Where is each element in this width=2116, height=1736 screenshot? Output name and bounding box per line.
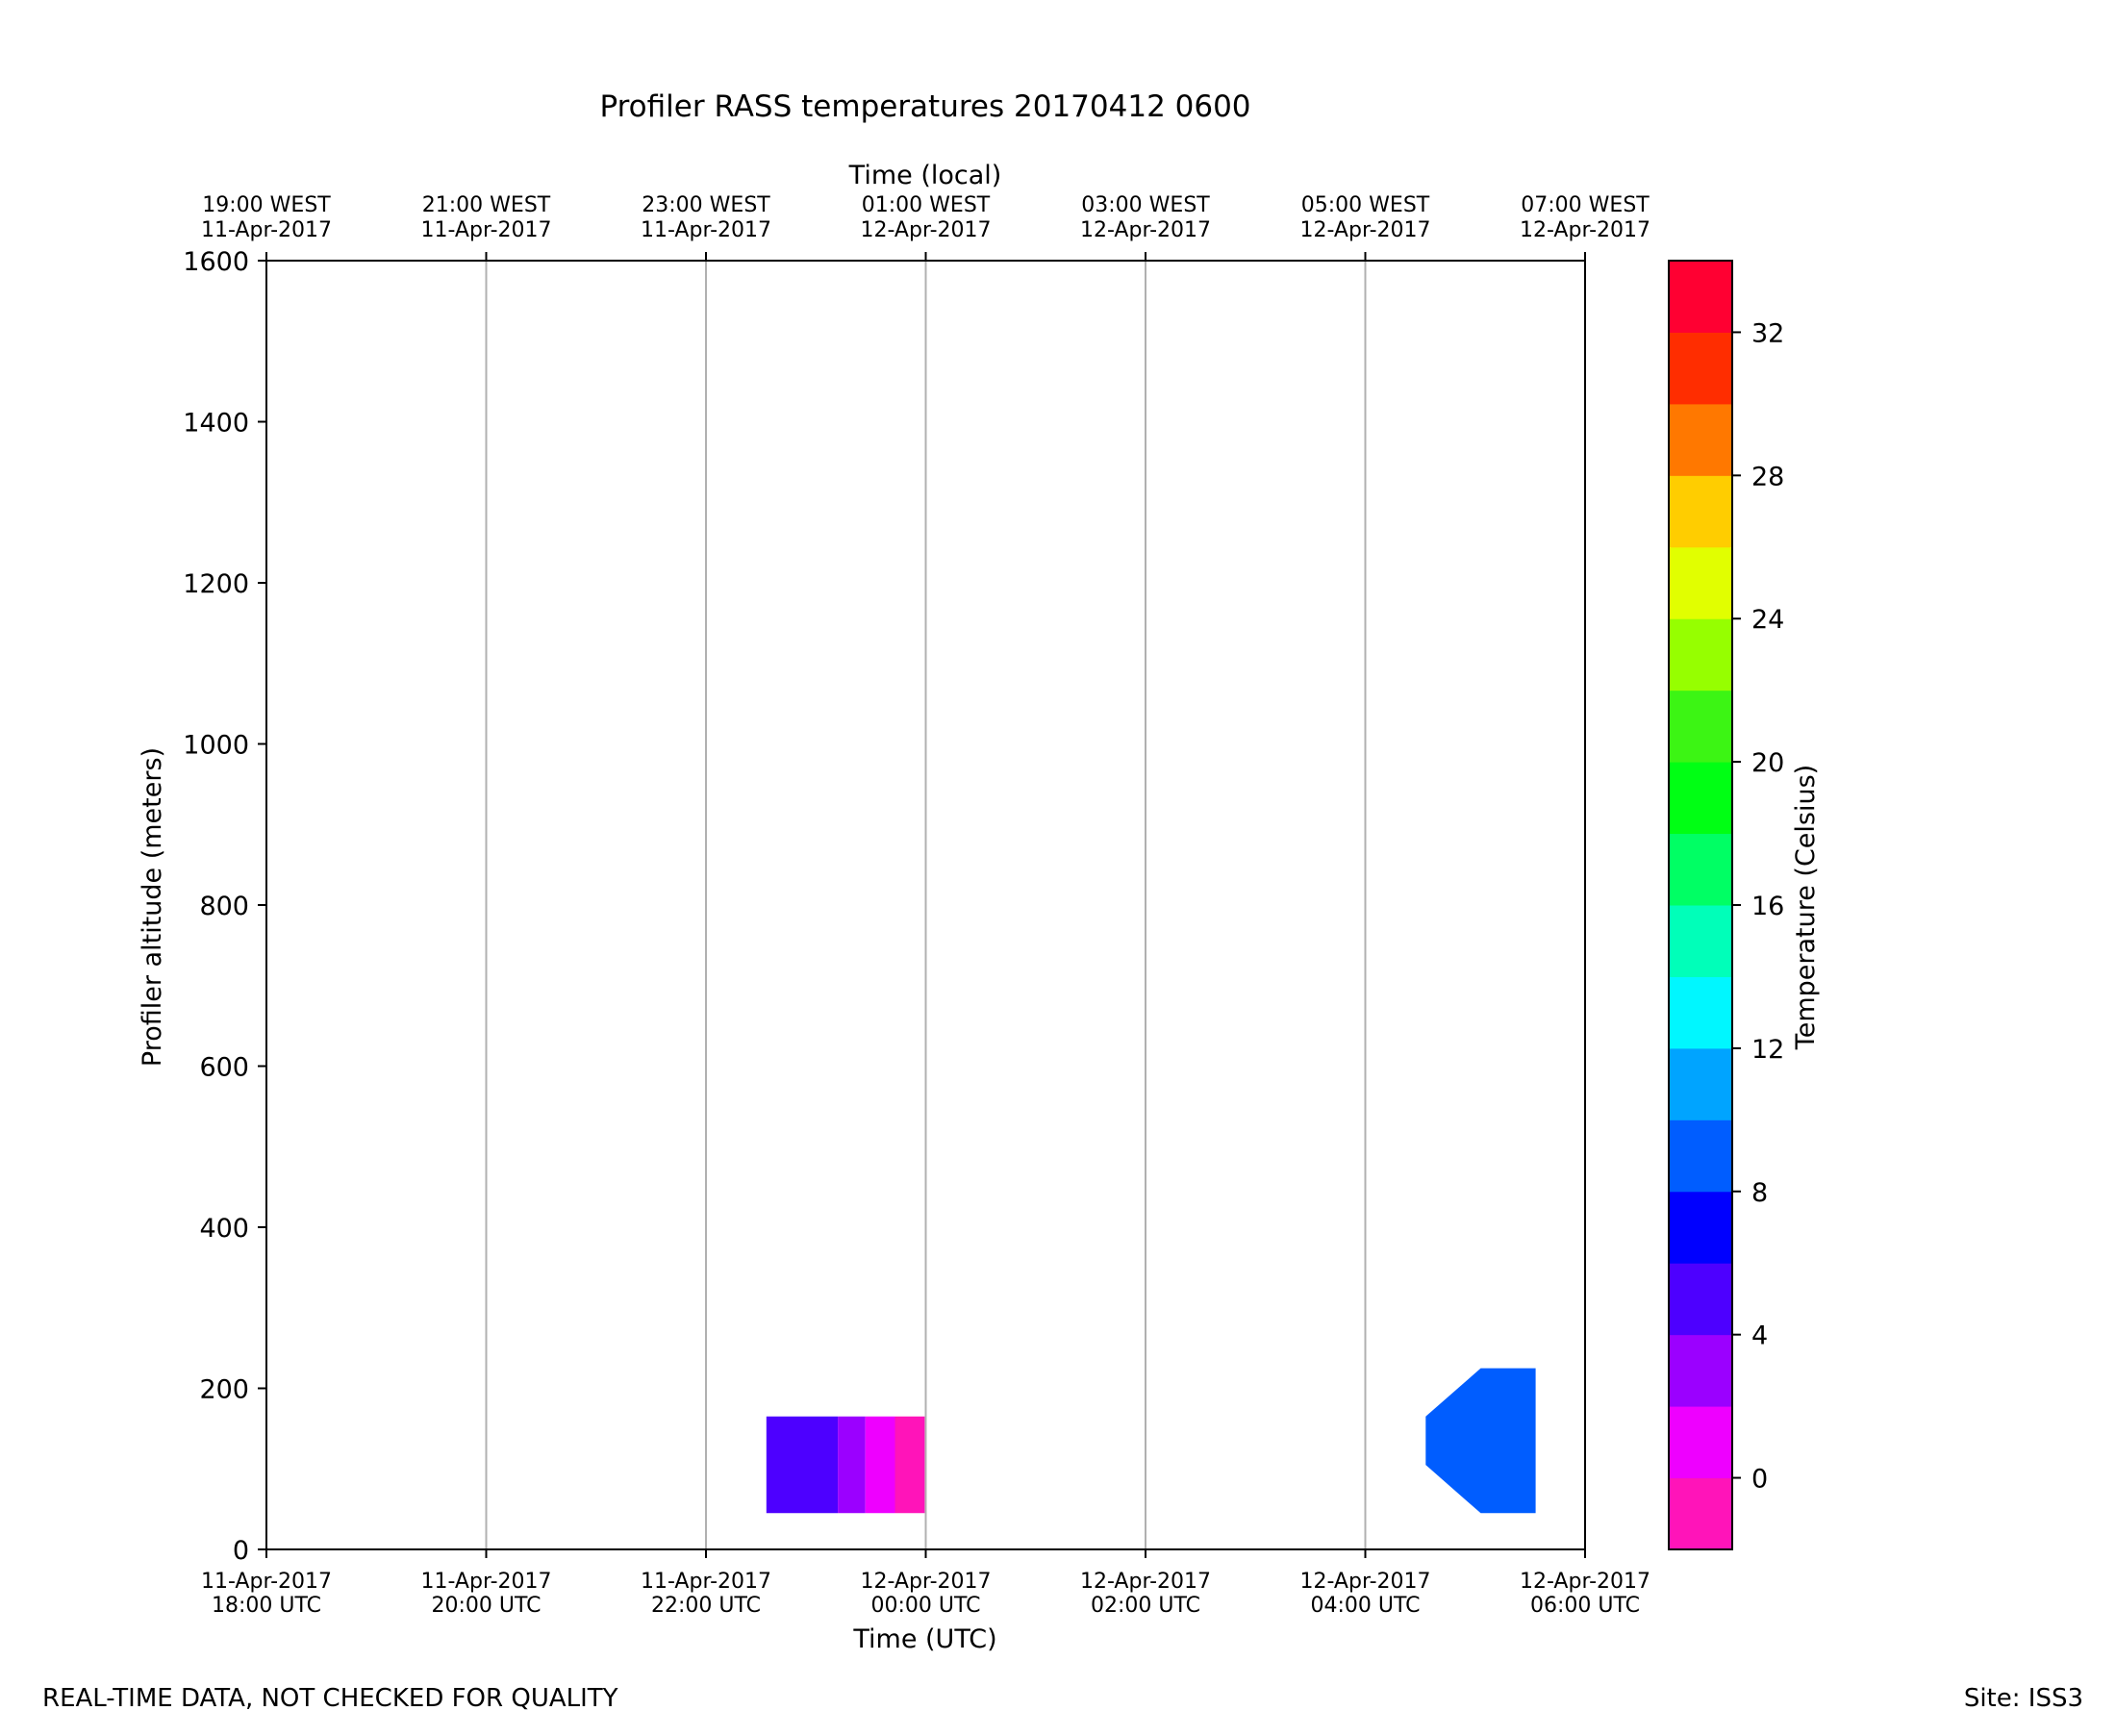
colorbar-bin-3 [1669, 1263, 1732, 1336]
x-tick-time-6: 06:00 UTC [1530, 1594, 1640, 1618]
colorbar-bin-5 [1669, 1120, 1732, 1193]
colorbar-bin-1 [1669, 1406, 1732, 1479]
colorbar-bin-6 [1669, 1047, 1732, 1120]
colorbar-bin-9 [1669, 833, 1732, 906]
colorbar-bin-14 [1669, 475, 1732, 548]
x-tick-date-6: 12-Apr-2017 [1520, 1570, 1650, 1594]
colorbar-tick-label-7: 28 [1751, 462, 1784, 491]
x2-tick-time-3: 01:00 WEST [862, 193, 991, 217]
x2-tick-time-2: 23:00 WEST [642, 193, 770, 217]
y-tick-label-8: 1600 [183, 247, 249, 277]
colorbar-tick-label-8: 32 [1751, 318, 1784, 348]
colorbar-bin-16 [1669, 332, 1732, 405]
colorbar-bin-8 [1669, 905, 1732, 977]
x-tick-date-5: 12-Apr-2017 [1299, 1570, 1430, 1594]
x2-tick-date-5: 12-Apr-2017 [1299, 218, 1430, 242]
x2-tick-date-2: 11-Apr-2017 [641, 218, 771, 242]
data-patch-a-cold [766, 1416, 839, 1514]
x2-tick-date-0: 11-Apr-2017 [201, 218, 332, 242]
x2-tick-time-1: 21:00 WEST [422, 193, 551, 217]
x2-tick-date-6: 12-Apr-2017 [1520, 218, 1650, 242]
x-tick-date-4: 12-Apr-2017 [1080, 1570, 1211, 1594]
x2-tick-time-6: 07:00 WEST [1521, 193, 1650, 217]
x-axis-label: Time (UTC) [852, 1624, 996, 1654]
y-tick-label-5: 1000 [183, 731, 249, 761]
y-tick-label-2: 400 [199, 1214, 249, 1244]
y-tick-label-1: 200 [199, 1375, 249, 1405]
colorbar-bin-15 [1669, 403, 1732, 476]
y-tick-label-4: 800 [199, 892, 249, 921]
data-patch-a-mid [838, 1416, 866, 1514]
x-tick-time-3: 00:00 UTC [870, 1594, 980, 1618]
colorbar-bin-12 [1669, 618, 1732, 692]
x2-tick-date-4: 12-Apr-2017 [1080, 218, 1211, 242]
colorbar-tick-label-2: 8 [1751, 1178, 1768, 1208]
colorbar-label: Temperature (Celsius) [1791, 765, 1821, 1050]
colorbar-tick-label-3: 12 [1751, 1035, 1784, 1065]
y-axis-label: Profiler altitude (meters) [138, 747, 167, 1067]
y-tick-label-3: 600 [199, 1053, 249, 1083]
x2-tick-date-1: 11-Apr-2017 [420, 218, 551, 242]
colorbar-bin-11 [1669, 690, 1732, 763]
y-tick-label-6: 1200 [183, 569, 249, 599]
colorbar-tick-label-0: 0 [1751, 1465, 1768, 1495]
quality-note: REAL-TIME DATA, NOT CHECKED FOR QUALITY [42, 1684, 618, 1713]
data-patch-a-warmest [894, 1416, 925, 1514]
y-tick-label-0: 0 [233, 1536, 249, 1566]
colorbar-tick-label-6: 24 [1751, 605, 1784, 635]
x-tick-time-5: 04:00 UTC [1310, 1594, 1420, 1618]
colorbar-bin-7 [1669, 976, 1732, 1049]
x-tick-date-0: 11-Apr-2017 [201, 1570, 332, 1594]
colorbar-bin-10 [1669, 762, 1732, 835]
x-tick-date-2: 11-Apr-2017 [641, 1570, 771, 1594]
data-patch-a-warm [865, 1416, 895, 1514]
x2-tick-time-0: 19:00 WEST [202, 193, 331, 217]
colorbar-bin-0 [1669, 1477, 1732, 1550]
y-tick-label-7: 1400 [183, 409, 249, 439]
x-tick-time-2: 22:00 UTC [651, 1594, 761, 1618]
x2-tick-time-4: 03:00 WEST [1081, 193, 1210, 217]
data-patch-b [1425, 1368, 1536, 1514]
colorbar-bin-17 [1669, 261, 1732, 333]
chart-title: Profiler RASS temperatures 20170412 0600 [599, 89, 1250, 124]
x2-tick-time-5: 05:00 WEST [1301, 193, 1430, 217]
site-label: Site: ISS3 [1964, 1684, 2083, 1713]
colorbar-tick-label-4: 16 [1751, 892, 1784, 921]
colorbar-bin-4 [1669, 1191, 1732, 1264]
x-tick-date-3: 12-Apr-2017 [860, 1570, 991, 1594]
colorbar-bin-2 [1669, 1334, 1732, 1407]
colorbar-tick-label-5: 20 [1751, 748, 1784, 778]
x-tick-time-0: 18:00 UTC [212, 1594, 321, 1618]
x-tick-date-1: 11-Apr-2017 [420, 1570, 551, 1594]
colorbar-bin-13 [1669, 546, 1732, 619]
x-tick-time-4: 02:00 UTC [1091, 1594, 1200, 1618]
x-tick-time-1: 20:00 UTC [431, 1594, 541, 1618]
x2-tick-date-3: 12-Apr-2017 [860, 218, 991, 242]
x2-axis-label: Time (local) [848, 161, 1002, 190]
colorbar-tick-label-1: 4 [1751, 1321, 1768, 1351]
